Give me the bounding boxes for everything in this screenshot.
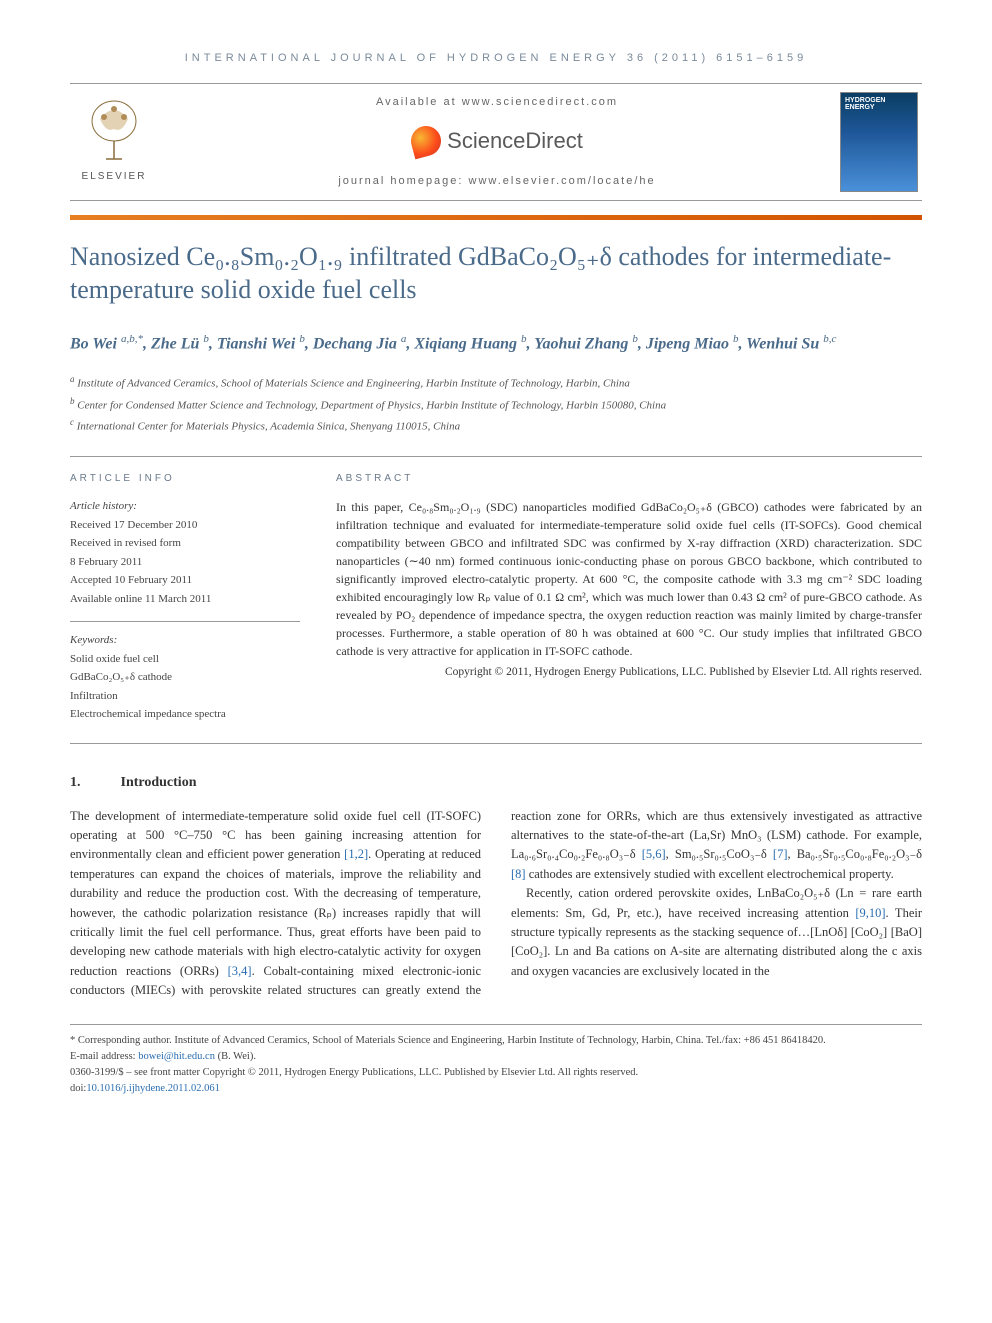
elsevier-wordmark: ELSEVIER — [82, 169, 147, 184]
footnotes-block: * Corresponding author. Institute of Adv… — [70, 1024, 922, 1096]
email-attribution: (B. Wei). — [218, 1051, 256, 1062]
article-info-column: ARTICLE INFO Article history: Received 1… — [70, 471, 300, 725]
issn-line: 0360-3199/$ – see front matter Copyright… — [70, 1065, 922, 1081]
keywords-label: Keywords: — [70, 632, 300, 649]
accent-bar — [70, 215, 922, 220]
divider-top — [70, 456, 922, 457]
info-divider — [70, 621, 300, 622]
corresponding-author: * Corresponding author. Institute of Adv… — [70, 1033, 922, 1049]
online-date: Available online 11 March 2011 — [70, 591, 300, 608]
cover-title-text: HYDROGEN ENERGY — [845, 97, 913, 112]
banner: ELSEVIER Available at www.sciencedirect.… — [70, 83, 922, 201]
journal-running-header: INTERNATIONAL JOURNAL OF HYDROGEN ENERGY… — [70, 50, 922, 67]
abstract-column: ABSTRACT In this paper, Ce₀.₈Sm₀.₂O₁.₉ (… — [336, 471, 922, 725]
abstract-copyright: Copyright © 2011, Hydrogen Energy Public… — [336, 664, 922, 681]
article-title: Nanosized Ce₀.₈Sm₀.₂O₁.₉ infiltrated GdB… — [70, 240, 922, 308]
sciencedirect-swirl-icon — [408, 122, 445, 159]
accepted-date: Accepted 10 February 2011 — [70, 572, 300, 589]
abstract-body: In this paper, Ce₀.₈Sm₀.₂O₁.₉ (SDC) nano… — [336, 498, 922, 660]
history-label: Article history: — [70, 498, 300, 515]
email-address[interactable]: bowei@hit.edu.cn — [138, 1051, 215, 1062]
abstract-heading: ABSTRACT — [336, 471, 922, 486]
revised-line2: 8 February 2011 — [70, 554, 300, 571]
article-info-heading: ARTICLE INFO — [70, 471, 300, 486]
keyword-item: Solid oxide fuel cell — [70, 651, 300, 668]
journal-cover-thumbnail: HYDROGEN ENERGY — [840, 92, 918, 192]
affiliation-line: c International Center for Materials Phy… — [70, 415, 922, 436]
email-label: E-mail address: — [70, 1051, 136, 1062]
keywords-list: Solid oxide fuel cellGdBaCo₂O₅₊δ cathode… — [70, 651, 300, 723]
keyword-item: GdBaCo₂O₅₊δ cathode — [70, 669, 300, 686]
authors-list: Bo Wei a,b,*, Zhe Lü b, Tianshi Wei b, D… — [70, 331, 922, 356]
elsevier-tree-icon — [84, 99, 144, 167]
section-number: 1. — [70, 772, 81, 793]
keyword-item: Infiltration — [70, 688, 300, 705]
doi-value[interactable]: 10.1016/j.ijhydene.2011.02.061 — [86, 1083, 219, 1094]
sciencedirect-wordmark: ScienceDirect — [447, 124, 583, 157]
section-title: Introduction — [121, 772, 197, 793]
available-at-line: Available at www.sciencedirect.com — [154, 94, 840, 111]
received-date: Received 17 December 2010 — [70, 517, 300, 534]
affiliation-line: a Institute of Advanced Ceramics, School… — [70, 372, 922, 393]
body-two-columns: The development of intermediate-temperat… — [70, 807, 922, 1001]
revised-line1: Received in revised form — [70, 535, 300, 552]
banner-middle: Available at www.sciencedirect.com Scien… — [154, 94, 840, 190]
info-abstract-row: ARTICLE INFO Article history: Received 1… — [70, 471, 922, 725]
elsevier-logo: ELSEVIER — [74, 97, 154, 187]
intro-para-2: Recently, cation ordered perovskite oxid… — [511, 884, 922, 981]
section-heading-row: 1. Introduction — [70, 772, 922, 793]
sciencedirect-logo: ScienceDirect — [411, 124, 583, 157]
page-wrapper: INTERNATIONAL JOURNAL OF HYDROGEN ENERGY… — [0, 0, 992, 1136]
doi-label: doi: — [70, 1083, 86, 1094]
divider-bottom — [70, 743, 922, 744]
doi-line: doi:10.1016/j.ijhydene.2011.02.061 — [70, 1081, 922, 1097]
email-line: E-mail address: bowei@hit.edu.cn (B. Wei… — [70, 1049, 922, 1065]
keyword-item: Electrochemical impedance spectra — [70, 706, 300, 723]
journal-homepage-line: journal homepage: www.elsevier.com/locat… — [154, 173, 840, 190]
affiliations-block: a Institute of Advanced Ceramics, School… — [70, 372, 922, 436]
affiliation-line: b Center for Condensed Matter Science an… — [70, 394, 922, 415]
